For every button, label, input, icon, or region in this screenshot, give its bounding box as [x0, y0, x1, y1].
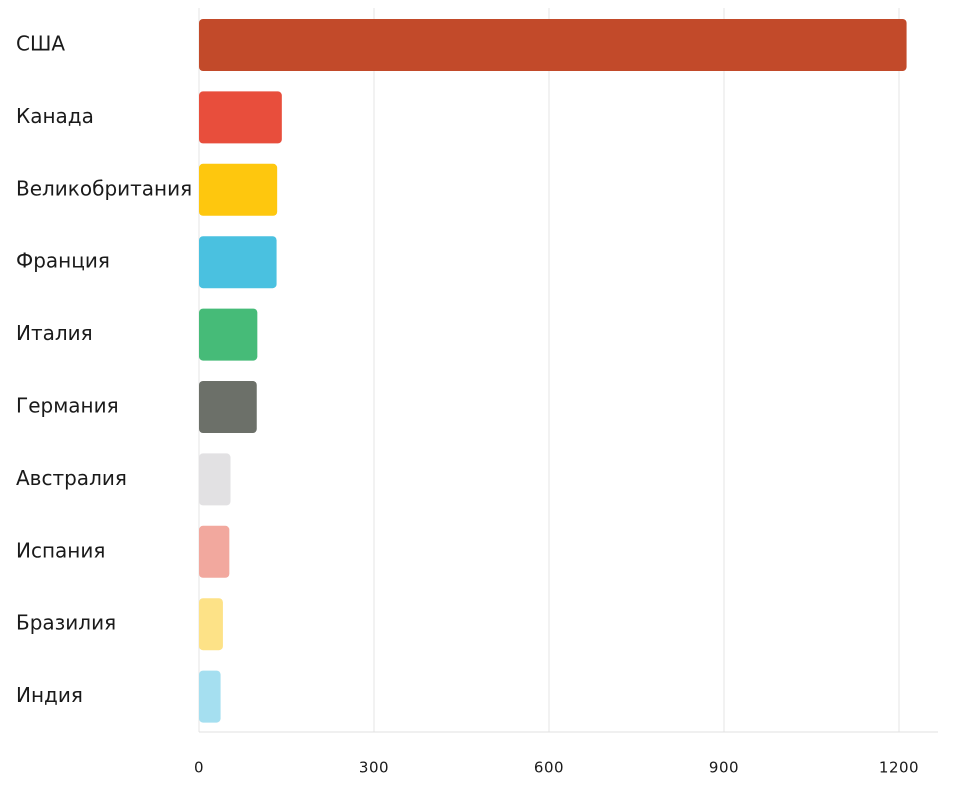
category-label: Индия	[16, 683, 83, 707]
bar-9	[199, 670, 221, 723]
x-tick-label: 900	[709, 759, 739, 777]
category-label: Австралия	[16, 466, 127, 490]
bar-7	[199, 525, 230, 578]
category-label: США	[16, 32, 65, 56]
x-tick-labels: 0 300 600 900 1200	[194, 759, 919, 777]
bar-8	[199, 598, 223, 651]
bar-0	[199, 19, 907, 71]
category-label: Германия	[16, 394, 119, 418]
category-labels: США Канада Великобритания Франция Италия Герм…	[16, 32, 192, 708]
bar-5	[199, 381, 257, 433]
gridlines	[198, 8, 900, 732]
category-label: Бразилия	[16, 611, 116, 635]
x-tick-label: 300	[359, 759, 389, 777]
category-label: Канада	[16, 104, 94, 128]
x-tick-label: 0	[194, 759, 204, 777]
bar-3	[199, 236, 277, 289]
category-label: Великобритания	[16, 176, 192, 200]
category-label: Франция	[16, 249, 110, 273]
category-label: Испания	[16, 538, 105, 562]
x-tick-label: 1200	[879, 759, 919, 777]
bar-1	[199, 91, 282, 144]
bar-4	[199, 308, 258, 361]
bar-6	[199, 453, 231, 506]
bar-2	[199, 163, 278, 216]
x-tick-label: 600	[534, 759, 564, 777]
category-label: Италия	[16, 321, 93, 345]
bars	[199, 19, 907, 723]
